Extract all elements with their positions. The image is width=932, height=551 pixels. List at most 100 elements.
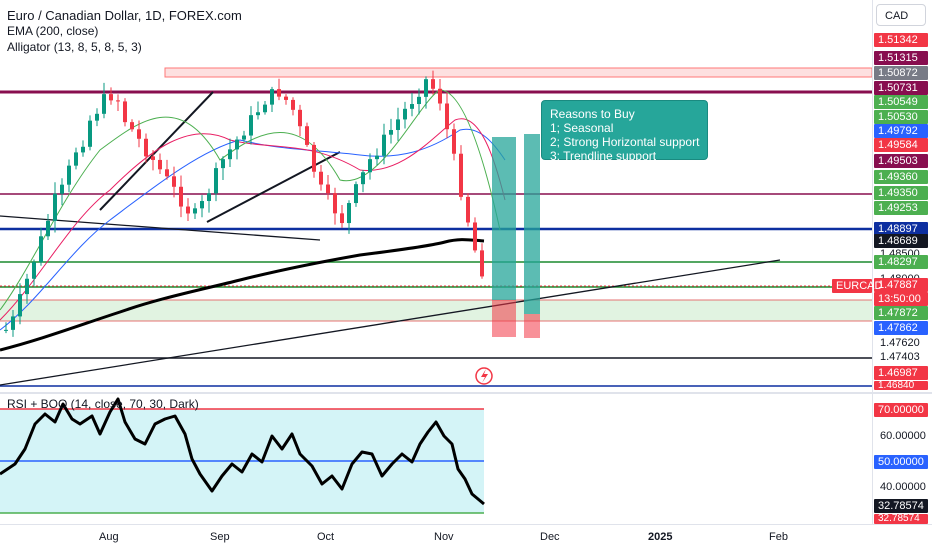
price-scale-label: 1.46840	[874, 381, 928, 391]
rsi-legend[interactable]: RSI + BOO (14, close, 70, 30, Dark)	[7, 397, 199, 411]
candle-body	[410, 104, 414, 109]
annotation-line-1: 1; Seasonal	[550, 121, 614, 135]
candlesticks	[4, 70, 484, 337]
candle-body	[179, 186, 183, 207]
candle-body	[130, 122, 134, 130]
candle-body	[102, 94, 106, 114]
rsi-pane[interactable]	[0, 394, 872, 524]
price-scale-label: 1.49503	[874, 154, 928, 168]
price-scale-label: 1.50731	[874, 81, 928, 95]
candle-body	[459, 153, 463, 197]
symbol-price-tag: EURCAD	[832, 279, 882, 293]
candle-body	[193, 208, 197, 214]
trendline-2	[206, 151, 341, 223]
pane-separator[interactable]	[0, 392, 932, 394]
annotation-line-2: 2; Strong Horizontal support	[550, 135, 700, 149]
candle-body	[368, 159, 372, 173]
date-label-sep: Sep	[210, 531, 230, 543]
candle-body	[263, 104, 267, 113]
candle-body	[123, 101, 127, 123]
candle-body	[424, 79, 428, 97]
price-scale-label: 1.49360	[874, 170, 928, 184]
alligator-lips-line	[0, 89, 501, 311]
candle-body	[4, 329, 8, 331]
currency-button[interactable]: CAD	[876, 4, 926, 26]
projection-box-2-up	[524, 134, 540, 314]
candle-body	[11, 316, 15, 330]
candle-body	[326, 184, 330, 194]
candle-body	[347, 203, 351, 224]
candle-body	[396, 119, 400, 130]
candle-body	[158, 159, 162, 170]
candle-body	[46, 220, 50, 237]
candle-body	[466, 196, 470, 223]
candle-body	[249, 115, 253, 136]
price-scale-label: 1.50530	[874, 110, 928, 124]
rsi-tick-60: 60.00000	[880, 430, 926, 442]
date-label-2025: 2025	[648, 531, 673, 543]
candle-body	[116, 100, 120, 102]
price-scale-label: 1.48897	[874, 222, 928, 236]
time-axis[interactable]	[0, 524, 932, 551]
candle-body	[473, 222, 477, 251]
price-scale-label: 1.46987	[874, 366, 928, 380]
candle-body	[151, 156, 155, 160]
candle-body	[221, 159, 225, 169]
rsi-current-tag-2: 32.78574	[874, 514, 928, 524]
candle-body	[18, 294, 22, 317]
candle-body	[284, 96, 288, 100]
price-scale-label: 1.47872	[874, 306, 928, 320]
candle-body	[172, 176, 176, 187]
candle-body	[438, 88, 442, 104]
alligator-legend[interactable]: Alligator (13, 8, 5, 8, 5, 3)	[7, 40, 142, 54]
candle-body	[270, 89, 274, 105]
candle-body	[452, 129, 456, 154]
price-scale-label: 1.47620	[880, 337, 920, 349]
lightning-event-icon[interactable]	[475, 367, 493, 385]
candle-body	[333, 193, 337, 214]
candle-body	[95, 113, 99, 121]
ema-legend[interactable]: EMA (200, close)	[7, 24, 99, 38]
candle-body	[403, 108, 407, 120]
candle-body	[277, 89, 281, 97]
date-label-dec: Dec	[540, 531, 560, 543]
rsi-line	[0, 397, 485, 506]
candle-body	[25, 278, 29, 295]
candle-body	[312, 144, 316, 172]
price-scale-label: 1.48689	[874, 234, 928, 248]
candle-body	[389, 129, 393, 135]
candle-body	[417, 96, 421, 105]
resistance-zone	[164, 67, 872, 78]
candle-body	[144, 138, 148, 157]
candle-body	[361, 172, 365, 185]
candle-body	[60, 184, 64, 194]
date-label-oct: Oct	[317, 531, 335, 543]
symbol-title: Euro / Canadian Dollar, 1D, FOREX.com	[7, 8, 242, 23]
candle-body	[235, 139, 239, 150]
candle-body	[431, 79, 435, 89]
alligator-teeth-line	[0, 118, 506, 321]
projection-box-1-up	[492, 137, 516, 300]
price-scale-label: 1.50872	[874, 66, 928, 80]
price-chart-pane[interactable]	[0, 0, 872, 392]
date-label-feb: Feb	[769, 531, 788, 543]
ema-200-line	[0, 238, 485, 352]
price-scale[interactable]	[872, 0, 932, 524]
price-scale-label: 1.48297	[874, 255, 928, 269]
candle-body	[480, 250, 484, 277]
candle-body	[214, 168, 218, 194]
date-label-aug: Aug	[99, 531, 119, 543]
price-scale-label: 1.47403	[880, 351, 920, 363]
candle-body	[382, 134, 386, 156]
candle-body	[39, 236, 43, 263]
candle-body	[242, 135, 246, 140]
rsi-middle-tag: 50.00000	[874, 455, 928, 469]
rsi-current-tag: 32.78574	[874, 499, 928, 513]
candle-body	[375, 155, 379, 160]
candle-body	[32, 262, 36, 279]
candle-body	[200, 201, 204, 209]
annotation-title: Reasons to Buy	[550, 107, 635, 121]
candle-body	[74, 152, 78, 166]
price-scale-label: 1.49350	[874, 186, 928, 200]
reasons-annotation[interactable]: Reasons to Buy 1; Seasonal 2; Strong Hor…	[541, 100, 708, 163]
